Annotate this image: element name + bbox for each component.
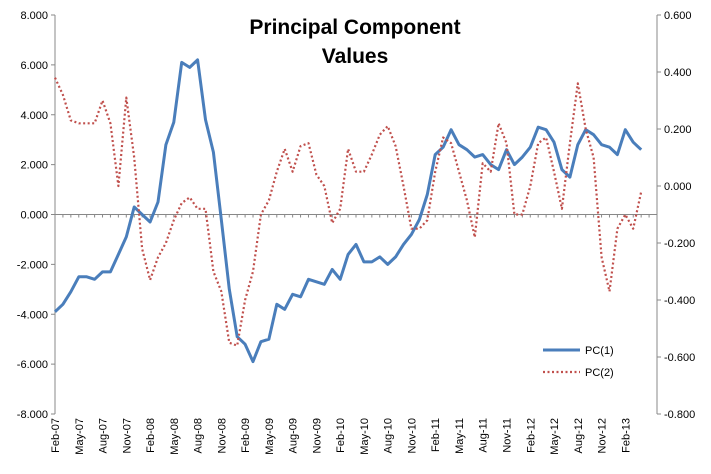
y2-tick-label: 0.600 (664, 10, 692, 22)
x-tick-label: May-12 (549, 418, 561, 455)
axes: -8.000 -6.000 -4.000 -2.000 0.000 2.000 4.000 6… (17, 10, 695, 455)
x-tick-label: Feb-08 (145, 418, 157, 453)
x-tick-label: May-09 (264, 418, 276, 455)
x-tick-label: Feb-11 (430, 418, 442, 452)
y-tick-label: 8.000 (20, 10, 48, 22)
x-tick-label: May-10 (359, 418, 371, 455)
y-tick-label: -6.000 (17, 359, 48, 371)
y2-tick-label: 0.400 (664, 67, 692, 79)
y2-tick-label: -0.600 (664, 352, 695, 364)
y-tick-label: -8.000 (17, 409, 48, 421)
x-tick-label: Feb-09 (240, 418, 252, 453)
series-layer (53, 58, 643, 364)
x-tick-label: Aug-09 (288, 418, 300, 453)
series-line-1 (53, 58, 643, 364)
x-tick-label: Aug-12 (573, 418, 585, 453)
x-tick-label: May-11 (454, 418, 466, 454)
x-tick-label: Nov-12 (597, 418, 609, 453)
y2-tick-label: 0.200 (664, 124, 692, 136)
x-tick-label: Aug-08 (193, 418, 205, 453)
x-tick-label: Aug-11 (478, 418, 490, 453)
x-tick-label: Feb-10 (335, 418, 347, 453)
legend-label-2: PC(2) (585, 367, 614, 379)
x-tick-label: Nov-10 (406, 418, 418, 453)
x-tick-label: Feb-12 (525, 418, 537, 453)
chart-title-line-2: Values (322, 45, 389, 68)
y-tick-label: -2.000 (17, 259, 48, 271)
y-tick-label: 4.000 (20, 110, 48, 122)
y2-tick-label: 0.000 (664, 181, 692, 193)
x-tick-label: Nov-07 (121, 418, 133, 453)
chart-title: Principal Component Values (249, 16, 460, 68)
legend: PC(1) PC(2) (543, 345, 614, 379)
x-tick-label: Nov-09 (311, 418, 323, 453)
y2-tick-label: -0.200 (664, 238, 695, 250)
y-tick-label: 2.000 (20, 160, 48, 172)
x-tick-label: May-08 (169, 418, 181, 455)
x-tick-label: Aug-10 (383, 418, 395, 453)
legend-label-1: PC(1) (585, 345, 614, 357)
x-tick-label: May-07 (74, 418, 86, 455)
x-tick-label: Nov-11 (502, 418, 514, 453)
x-tick-label: Nov-08 (216, 418, 228, 453)
y-tick-label: 0.000 (20, 210, 48, 222)
x-tick-label: Feb-13 (620, 418, 632, 453)
y2-tick-label: -0.400 (664, 295, 695, 307)
y2-tick-label: -0.800 (664, 409, 695, 421)
chart-title-line-1: Principal Component (249, 16, 460, 39)
y-tick-label: 6.000 (20, 60, 48, 72)
y-tick-label: -4.000 (17, 309, 48, 321)
x-tick-label: Aug-07 (98, 418, 110, 453)
x-tick-label: Feb-07 (50, 418, 62, 453)
series-line-2 (54, 77, 643, 347)
